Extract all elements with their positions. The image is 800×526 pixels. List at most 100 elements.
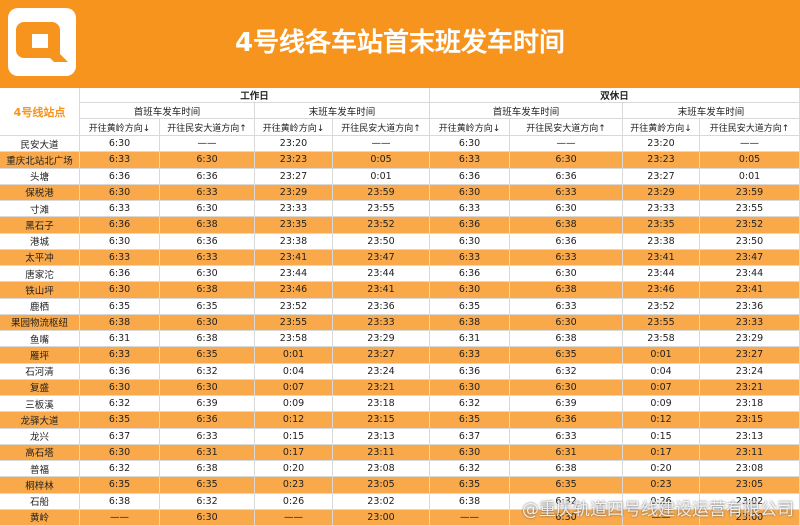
time-cell: 6:35: [80, 412, 160, 429]
time-cell: 23:05: [700, 477, 800, 494]
station-name: 黑石子: [0, 217, 80, 234]
group-header: 双休日: [430, 88, 800, 103]
time-cell: 23:47: [333, 249, 430, 266]
station-name: 果园物流枢纽: [0, 314, 80, 331]
time-cell: 6:36: [160, 412, 255, 429]
time-cell: 6:36: [160, 233, 255, 250]
time-cell: 6:35: [510, 347, 623, 364]
time-cell: 6:32: [160, 493, 255, 510]
direction-header: 开往黄岭方向↓: [255, 119, 333, 136]
time-cell: 6:31: [80, 331, 160, 348]
time-cell: 6:30: [80, 184, 160, 201]
time-cell: 6:38: [160, 331, 255, 348]
time-cell: 6:30: [160, 314, 255, 331]
time-cell: 0:17: [255, 444, 333, 461]
time-cell: 23:29: [255, 184, 333, 201]
station-name: 太平冲: [0, 249, 80, 266]
subgroup-header: 首班车发车时间: [80, 103, 255, 119]
time-cell: 0:23: [255, 477, 333, 494]
time-cell: 6:30: [80, 444, 160, 461]
station-name: 高石塔: [0, 444, 80, 461]
time-cell: 6:32: [430, 461, 510, 478]
station-name: 龙驿大道: [0, 412, 80, 429]
station-name: 雁坪: [0, 347, 80, 364]
time-cell: 6:30: [510, 314, 623, 331]
watermark: @重庆轨道四号线建设运营有限公司: [522, 500, 794, 520]
time-cell: 0:01: [333, 168, 430, 185]
time-cell: 0:01: [623, 347, 700, 364]
time-cell: 23:11: [333, 444, 430, 461]
station-name: 唐家沱: [0, 266, 80, 283]
time-cell: ——: [700, 136, 800, 153]
time-cell: 6:33: [80, 152, 160, 169]
time-cell: 6:35: [160, 477, 255, 494]
time-cell: 23:58: [623, 331, 700, 348]
time-cell: 23:50: [333, 233, 430, 250]
direction-header: 开往黄岭方向↓: [623, 119, 700, 136]
time-cell: 6:36: [80, 217, 160, 234]
station-name: 民安大道: [0, 136, 80, 153]
time-cell: 23:46: [255, 282, 333, 299]
station-name: 复盛: [0, 379, 80, 396]
time-cell: 23:41: [255, 249, 333, 266]
time-cell: 6:30: [160, 201, 255, 218]
time-cell: 6:38: [430, 493, 510, 510]
time-cell: 6:35: [80, 298, 160, 315]
corner-header: 4号线站点: [0, 88, 80, 136]
time-cell: 6:37: [430, 428, 510, 445]
time-cell: ——: [623, 509, 700, 526]
time-cell: 6:32: [510, 363, 623, 380]
time-cell: 6:36: [510, 233, 623, 250]
time-cell: 6:31: [160, 444, 255, 461]
time-cell: 6:33: [510, 298, 623, 315]
time-cell: 6:33: [430, 249, 510, 266]
logo: [8, 8, 76, 76]
time-cell: 6:30: [510, 201, 623, 218]
time-cell: 6:33: [430, 201, 510, 218]
station-name: 三板溪: [0, 396, 80, 413]
time-cell: 0:26: [623, 493, 700, 510]
direction-header: 开往民安大道方向↑: [333, 119, 430, 136]
time-cell: 6:30: [80, 136, 160, 153]
time-cell: 23:33: [700, 314, 800, 331]
time-cell: 23:52: [623, 298, 700, 315]
time-cell: 6:35: [510, 477, 623, 494]
time-cell: 23:36: [333, 298, 430, 315]
time-cell: 0:15: [623, 428, 700, 445]
time-cell: 23:50: [700, 233, 800, 250]
time-cell: 23:13: [700, 428, 800, 445]
time-cell: 6:36: [430, 168, 510, 185]
time-cell: 23:29: [623, 184, 700, 201]
time-cell: ——: [333, 136, 430, 153]
time-cell: 0:12: [255, 412, 333, 429]
time-cell: 6:30: [510, 152, 623, 169]
time-cell: 6:33: [430, 347, 510, 364]
time-cell: 23:36: [700, 298, 800, 315]
time-cell: 0:05: [333, 152, 430, 169]
time-cell: 6:33: [510, 184, 623, 201]
time-cell: 23:23: [255, 152, 333, 169]
station-name: 重庆北站北广场: [0, 152, 80, 169]
time-cell: 23:11: [700, 444, 800, 461]
time-cell: 6:32: [80, 396, 160, 413]
time-cell: 6:31: [510, 444, 623, 461]
time-cell: 6:33: [80, 347, 160, 364]
time-cell: 6:30: [510, 266, 623, 283]
group-header: 工作日: [80, 88, 430, 103]
time-cell: 23:33: [333, 314, 430, 331]
time-cell: 23:21: [700, 379, 800, 396]
time-cell: 6:30: [430, 444, 510, 461]
time-cell: 23:35: [255, 217, 333, 234]
time-cell: 6:33: [160, 428, 255, 445]
time-cell: 23:27: [333, 347, 430, 364]
time-cell: ——: [80, 509, 160, 526]
station-name: 鱼嘴: [0, 331, 80, 348]
time-cell: 6:32: [160, 363, 255, 380]
time-cell: 23:38: [255, 233, 333, 250]
time-cell: 23:58: [255, 331, 333, 348]
time-cell: ——: [255, 509, 333, 526]
time-cell: 6:30: [510, 379, 623, 396]
station-name: 港城: [0, 233, 80, 250]
time-cell: 6:30: [160, 379, 255, 396]
time-cell: 23:27: [623, 168, 700, 185]
